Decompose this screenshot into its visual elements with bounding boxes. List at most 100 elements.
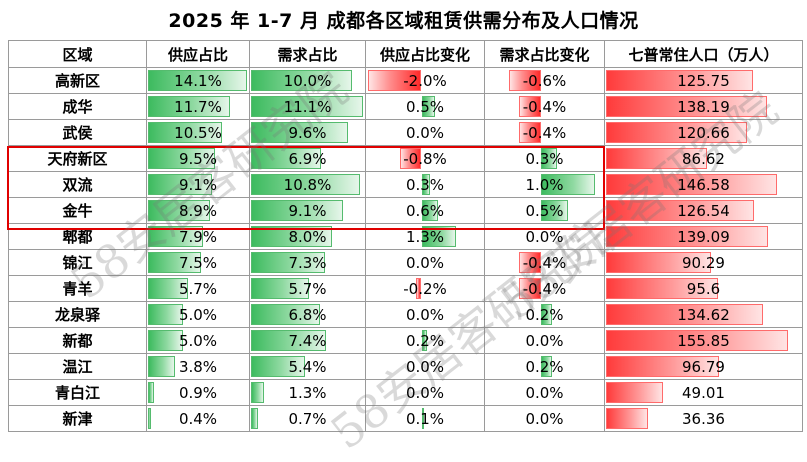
cell-population: 134.62: [604, 301, 803, 328]
cell-region: 青羊: [8, 275, 147, 302]
cell-value: 95.6: [686, 279, 721, 298]
cell-supply: 5.0%: [146, 327, 250, 354]
cell-supply: 7.5%: [146, 249, 250, 276]
cell-value: 6.8%: [288, 305, 327, 324]
cell-value: 0.2%: [405, 331, 445, 350]
data-bar: [508, 70, 541, 91]
cell-supply-change: 0.5%: [365, 93, 485, 120]
cell-value: 0.0%: [525, 409, 564, 428]
cell-population: 155.85: [604, 327, 803, 354]
cell-supply: 11.7%: [146, 93, 250, 120]
cell-demand-change: 0.2%: [484, 353, 605, 380]
cell-supply: 14.1%: [146, 67, 250, 94]
cell-value: 3.8%: [178, 357, 218, 376]
cell-population: 95.6: [604, 275, 803, 302]
data-bar: [519, 96, 541, 117]
table-row: 郫都 7.9% 8.0% 1.3% 0.0% 139.09: [8, 223, 803, 250]
table-row: 金牛 8.9% 9.1% 0.6% 0.5% 126.54: [8, 197, 803, 224]
cell-population: 49.01: [604, 379, 803, 406]
cell-value: 155.85: [677, 331, 730, 350]
cell-value: 0.2%: [525, 357, 564, 376]
cell-demand: 8.0%: [249, 223, 366, 250]
cell-demand-change: 0.0%: [484, 327, 605, 354]
data-bar: [148, 122, 222, 143]
cell-supply: 8.9%: [146, 197, 250, 224]
cell-population: 90.29: [604, 249, 803, 276]
cell-supply-change: -0.2%: [365, 275, 485, 302]
table-row: 天府新区 9.5% 6.9% -0.8% 0.3% 86.62: [8, 145, 803, 172]
data-bar: [421, 174, 430, 195]
cell-value: 0.0%: [405, 357, 445, 376]
data-bar: [421, 408, 425, 429]
table-row: 锦江 7.5% 7.3% 0.0% -0.4% 90.29: [8, 249, 803, 276]
cell-demand: 7.3%: [249, 249, 366, 276]
cell-demand: 7.4%: [249, 327, 366, 354]
cell-region: 郫都: [8, 223, 147, 250]
data-bar: [251, 408, 259, 429]
cell-region: 武侯: [8, 119, 147, 146]
data-bar: [519, 122, 541, 143]
table-title: 2025 年 1-7 月 成都各区域租赁供需分布及人口情况: [168, 10, 639, 32]
cell-supply-change: 0.3%: [365, 171, 485, 198]
cell-demand: 10.0%: [249, 67, 366, 94]
cell-value: 11.1%: [283, 97, 332, 116]
header-supply-change: 供应占比变化: [365, 40, 485, 68]
cell-supply-change: 0.0%: [365, 301, 485, 328]
cell-region: 金牛: [8, 197, 147, 224]
data-bar: [251, 278, 309, 299]
data-bar: [606, 304, 764, 325]
cell-supply-change: 0.2%: [365, 327, 485, 354]
data-bar: [148, 200, 211, 221]
cell-supply: 0.9%: [146, 379, 250, 406]
cell-value: 49.01: [682, 383, 725, 402]
cell-supply: 5.0%: [146, 301, 250, 328]
data-bar: [251, 356, 306, 377]
cell-value: -0.6%: [522, 71, 567, 90]
cell-region: 温江: [8, 353, 147, 380]
cell-demand: 9.6%: [249, 119, 366, 146]
table-row: 成华 11.7% 11.1% 0.5% -0.4% 138.19: [8, 93, 803, 120]
data-bar: [421, 330, 427, 351]
table-row: 武侯 10.5% 9.6% 0.0% -0.4% 120.66: [8, 119, 803, 146]
cell-population: 120.66: [604, 119, 803, 146]
data-bar: [421, 226, 457, 247]
cell-value: 9.1%: [178, 175, 218, 194]
table-row: 龙泉驿 5.0% 6.8% 0.0% 0.2% 134.62: [8, 301, 803, 328]
cell-value: 0.7%: [288, 409, 327, 428]
header-region: 区域: [8, 40, 147, 68]
cell-value: -0.4%: [522, 253, 567, 272]
cell-value: 1.3%: [405, 227, 445, 246]
data-bar: [148, 408, 151, 429]
cell-region: 新津: [8, 405, 147, 432]
data-bar: [251, 304, 320, 325]
cell-value: 0.0%: [525, 227, 564, 246]
cell-demand: 5.7%: [249, 275, 366, 302]
cell-population: 86.62: [604, 145, 803, 172]
cell-value: 0.1%: [405, 409, 445, 428]
cell-supply-change: 1.3%: [365, 223, 485, 250]
data-bar: [541, 356, 552, 377]
data-bar: [251, 148, 321, 169]
cell-value: 0.3%: [525, 149, 564, 168]
cell-supply: 0.4%: [146, 405, 250, 432]
cell-value: 14.1%: [174, 71, 222, 90]
cell-supply: 7.9%: [146, 223, 250, 250]
cell-population: 139.09: [604, 223, 803, 250]
cell-value: 9.1%: [288, 201, 327, 220]
cell-population: 96.79: [604, 353, 803, 380]
cell-value: 5.0%: [178, 331, 218, 350]
data-bar: [519, 278, 541, 299]
cell-region: 天府新区: [8, 145, 147, 172]
cell-supply-change: 0.0%: [365, 249, 485, 276]
cell-supply-change: 0.0%: [365, 379, 485, 406]
cell-demand: 9.1%: [249, 197, 366, 224]
cell-value: 0.0%: [525, 383, 564, 402]
cell-value: 10.8%: [283, 175, 332, 194]
cell-value: 0.0%: [405, 123, 445, 142]
table-row: 温江 3.8% 5.4% 0.0% 0.2% 96.79: [8, 353, 803, 380]
header-demand: 需求占比: [249, 40, 366, 68]
data-bar: [251, 122, 348, 143]
data-bar: [606, 174, 778, 195]
cell-value: 96.79: [682, 357, 725, 376]
data-bar: [606, 252, 712, 273]
